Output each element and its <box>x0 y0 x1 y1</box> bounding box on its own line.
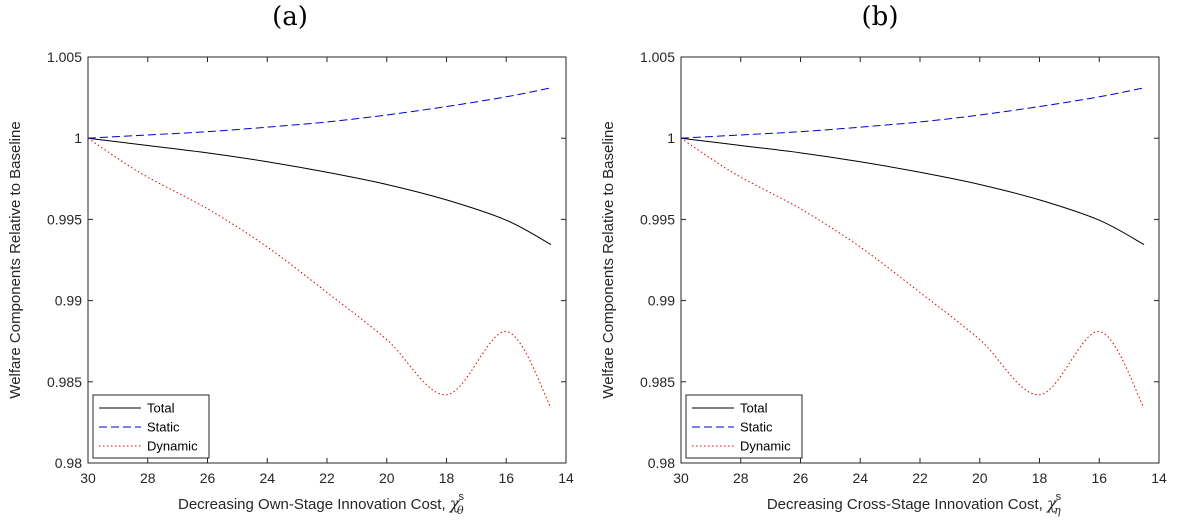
y-tick-label: 1 <box>74 130 82 146</box>
y-tick-label: 0.985 <box>47 374 82 390</box>
x-tick-label: 18 <box>439 470 455 486</box>
x-tick-label: 18 <box>1032 470 1048 486</box>
y-tick-label: 0.98 <box>55 455 82 471</box>
x-axis-symbol-sub: θ <box>457 504 464 517</box>
x-tick-label: 16 <box>1091 470 1107 486</box>
panel-label: (a) <box>272 2 308 32</box>
x-tick-label: 24 <box>852 470 868 486</box>
series-line-dynamic <box>680 137 1145 409</box>
x-tick-label: 22 <box>319 470 335 486</box>
legend-label-total: Total <box>147 401 175 416</box>
chart-panel-b: (b) 30 28 26 24 22 20 18 16 14 0.98 0.985 0.99 0.995 1… <box>600 2 1167 517</box>
series-line-total <box>87 137 552 246</box>
legend: Total Static Dynamic <box>92 394 210 459</box>
x-tick-label: 24 <box>259 470 275 486</box>
x-axis-symbol: χ <box>1046 494 1058 513</box>
y-tick-label: 0.995 <box>640 211 675 227</box>
x-axis-label-text: Decreasing Cross-Stage Innovation Cost, <box>767 496 1047 513</box>
series-line-dynamic <box>87 137 552 409</box>
x-axis-symbol-sub: η <box>1054 504 1061 517</box>
y-tick-label: 1.005 <box>640 49 675 65</box>
x-axis-label-text: Decreasing Own-Stage Innovation Cost, <box>178 496 450 513</box>
y-tick-label: 0.99 <box>55 293 82 309</box>
x-tick-label: 22 <box>912 470 928 486</box>
x-axis-symbol-sup: s <box>459 491 465 503</box>
x-tick-label: 20 <box>972 470 988 486</box>
series-line-static <box>87 87 552 139</box>
x-tick-label: 28 <box>140 470 156 486</box>
x-axis-symbol: χ <box>449 494 461 513</box>
x-axis-label: Decreasing Own-Stage Innovation Cost, χs… <box>178 491 465 517</box>
panel-label: (b) <box>862 2 899 32</box>
x-tick-label: 20 <box>379 470 395 486</box>
series-line-total <box>680 137 1145 246</box>
y-axis-label: Welfare Components Relative to Baseline <box>7 121 24 398</box>
legend: Total Static Dynamic <box>685 394 803 459</box>
x-axis-symbol-sup: s <box>1056 491 1062 503</box>
legend-label-static: Static <box>740 420 773 435</box>
y-tick-label: 0.98 <box>648 455 675 471</box>
legend-label-total: Total <box>740 401 768 416</box>
chart-panel-a: (a) 30 28 26 24 22 20 18 16 14 0.98 0.985 0.99 0.995 1… <box>7 2 574 517</box>
y-tick-label: 0.985 <box>640 374 675 390</box>
x-tick-label: 26 <box>793 470 809 486</box>
legend-label-dynamic: Dynamic <box>740 439 791 454</box>
x-tick-label: 28 <box>733 470 749 486</box>
legend-label-dynamic: Dynamic <box>147 439 198 454</box>
y-tick-label: 0.99 <box>648 293 675 309</box>
x-tick-label: 26 <box>200 470 216 486</box>
x-tick-label: 14 <box>1151 470 1167 486</box>
y-tick-label: 1 <box>667 130 675 146</box>
series-line-static <box>680 87 1145 139</box>
x-tick-label: 16 <box>498 470 514 486</box>
y-axis-label: Welfare Components Relative to Baseline <box>600 121 617 398</box>
legend-label-static: Static <box>147 420 180 435</box>
y-tick-label: 0.995 <box>47 211 82 227</box>
y-tick-label: 1.005 <box>47 49 82 65</box>
x-tick-label: 14 <box>558 470 574 486</box>
x-tick-label: 30 <box>673 470 689 486</box>
x-tick-label: 30 <box>80 470 96 486</box>
x-axis-label: Decreasing Cross-Stage Innovation Cost, … <box>767 491 1062 517</box>
